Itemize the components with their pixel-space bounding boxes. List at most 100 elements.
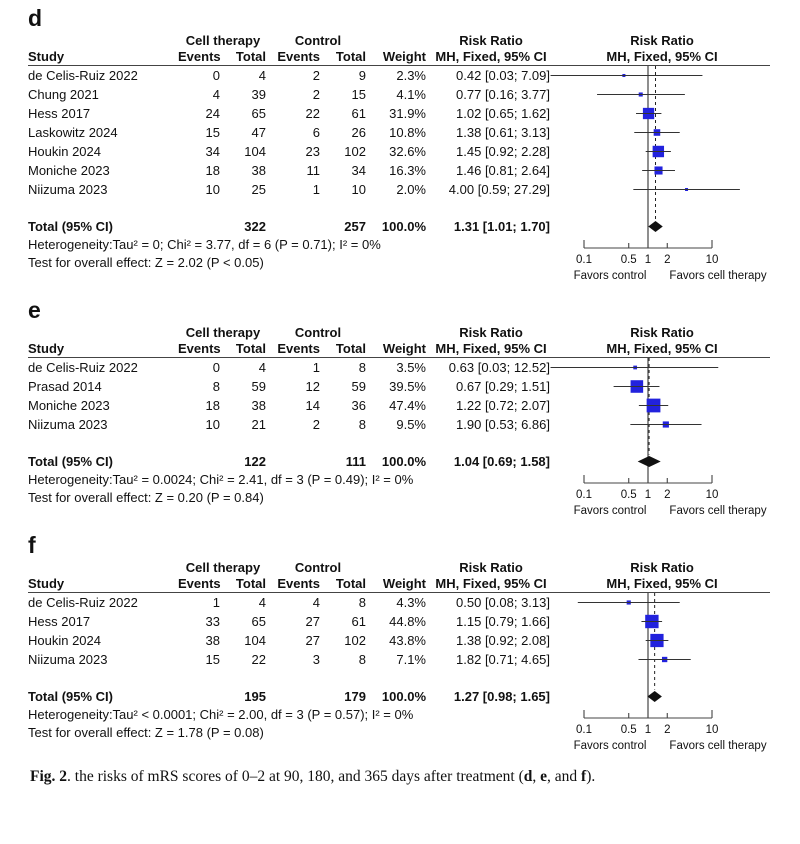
total-control: 61 xyxy=(351,106,366,121)
plot-header-title: Risk Ratio xyxy=(630,33,694,48)
row-gap xyxy=(28,434,554,452)
favors-control-label: Favors control xyxy=(574,740,647,752)
total-n-control: 257 xyxy=(344,219,366,234)
total-control: 26 xyxy=(351,125,366,140)
header-spacer xyxy=(28,325,178,341)
forest-plot-svg: 0.1 0.5 1 2 10 Favors control Favors cell ther… xyxy=(550,358,767,517)
table-row: Laskowitz 2024 15 47 6 26 10.8% 1.38 [0.61; 3.… xyxy=(28,123,554,142)
pooled-diamond xyxy=(637,456,661,467)
total-cell-therapy: 59 xyxy=(251,379,266,394)
events-cell-therapy: 15 xyxy=(205,652,220,667)
favors-cell-therapy-label: Favors cell therapy xyxy=(669,740,766,752)
events-cell-therapy: 34 xyxy=(205,144,220,159)
table-header: Cell therapy Control Risk Ratio Study Events… xyxy=(28,560,554,593)
forest-plot-area: Risk Ratio MH, Fixed, 95% CI 0.1 0.5 1 2 10 Fav… xyxy=(554,560,770,754)
total-cell-therapy: 22 xyxy=(251,652,266,667)
events-control: 11 xyxy=(306,163,321,178)
weight-value: 3.5% xyxy=(396,360,426,375)
weight-value: 16.3% xyxy=(389,163,426,178)
risk-ratio-ci: 1.82 [0.71; 4.65] xyxy=(456,652,550,667)
figure-caption: Fig. 2. the risks of mRS scores of 0–2 a… xyxy=(30,768,800,786)
axis-tick-label: 0.1 xyxy=(576,724,592,736)
pooled-diamond xyxy=(647,691,662,702)
table-row: Prasad 2014 8 59 12 59 39.5% 0.67 [0.29; 1.51] xyxy=(28,377,554,396)
total-cell-therapy: 4 xyxy=(258,68,266,83)
total-n-control: 179 xyxy=(344,689,366,704)
study-marker xyxy=(550,73,703,78)
plot-header-subtitle: MH, Fixed, 95% CI xyxy=(606,576,718,591)
panel-label: f xyxy=(28,532,36,558)
group-header-risk-ratio: Risk Ratio xyxy=(459,33,523,48)
weight-value: 39.5% xyxy=(389,379,426,394)
total-cell-therapy: 4 xyxy=(258,595,266,610)
study-marker xyxy=(613,380,660,393)
axis-tick-label: 1 xyxy=(645,489,651,501)
plot-header-title: Risk Ratio xyxy=(630,560,694,575)
total-control: 8 xyxy=(358,595,366,610)
row-gap xyxy=(28,669,554,687)
events-control: 23 xyxy=(305,144,320,159)
panel-columns: Cell therapy Control Risk Ratio Study Events… xyxy=(28,33,800,284)
study-table: Cell therapy Control Risk Ratio Study Events… xyxy=(28,33,554,284)
study-name: Hess 2017 xyxy=(28,614,91,629)
table-row: Moniche 2023 18 38 14 36 47.4% 1.22 [0.72; 2.0… xyxy=(28,396,554,415)
risk-ratio-ci: 0.67 [0.29; 1.51] xyxy=(456,379,550,394)
x-axis xyxy=(583,475,713,484)
axis-tick-label: 0.5 xyxy=(621,254,637,266)
col-header-events-1: Events xyxy=(178,576,221,591)
panel-label: e xyxy=(28,297,41,323)
table-row: Houkin 2024 34 104 23 102 32.6% 1.45 [0.92; 2.… xyxy=(28,142,554,161)
table-row: Niizuma 2023 10 21 2 8 9.5% 1.90 [0.53; 6.86] xyxy=(28,415,554,434)
caption-bold-segment: d xyxy=(523,768,533,785)
events-control: 2 xyxy=(312,417,320,432)
table-row: Hess 2017 33 65 27 61 44.8% 1.15 [0.79; 1.66] xyxy=(28,612,554,631)
axis-tick-label: 10 xyxy=(706,254,719,266)
group-header-control: Control xyxy=(294,325,342,340)
col-header-events-2: Events xyxy=(277,49,320,64)
pooled-diamond xyxy=(648,221,663,232)
events-control: 1 xyxy=(312,182,320,197)
events-control: 3 xyxy=(312,652,320,667)
events-cell-therapy: 10 xyxy=(205,182,220,197)
total-cell-therapy: 39 xyxy=(251,87,266,102)
total-label: Total (95% CI) xyxy=(28,689,113,704)
table-row: Chung 2021 4 39 2 15 4.1% 0.77 [0.16; 3.77] xyxy=(28,85,554,104)
total-control: 102 xyxy=(344,144,366,159)
risk-ratio-ci: 1.38 [0.61; 3.13] xyxy=(456,125,550,140)
forest-plot-area: Risk Ratio MH, Fixed, 95% CI 0.1 0.5 1 2 10 Fav… xyxy=(550,325,770,519)
total-row: Total (95% CI) 122 111 100.0% 1.04 [0.69; 1.… xyxy=(28,452,554,471)
study-marker xyxy=(638,398,669,413)
events-cell-therapy: 33 xyxy=(205,614,220,629)
favors-control-label: Favors control xyxy=(574,270,647,282)
events-control: 27 xyxy=(305,614,320,629)
forest-panels: d Cell therapy Control Risk Ratio Study Event… xyxy=(28,6,800,754)
favors-cell-therapy-label: Favors cell therapy xyxy=(669,505,766,517)
col-header-weight: Weight xyxy=(382,576,426,591)
study-name: Moniche 2023 xyxy=(28,398,110,413)
total-control: 59 xyxy=(351,379,366,394)
col-header-total-1: Total xyxy=(235,341,266,356)
caption-text-segment: ). xyxy=(586,768,596,785)
risk-ratio-ci: 1.90 [0.53; 6.86] xyxy=(456,417,550,432)
weight-value: 47.4% xyxy=(389,398,426,413)
events-control: 2 xyxy=(312,87,320,102)
total-n-control: 111 xyxy=(345,454,366,469)
total-weight: 100.0% xyxy=(381,454,426,469)
x-axis xyxy=(583,710,713,719)
total-risk-ratio-ci: 1.31 [1.01; 1.70] xyxy=(453,219,550,234)
study-marker xyxy=(550,365,719,370)
total-control: 36 xyxy=(351,398,366,413)
x-axis xyxy=(583,240,713,249)
axis-tick-label: 1 xyxy=(645,254,651,266)
table-header-columns: Study Events Total Events Total Weight MH, Fix… xyxy=(28,576,554,592)
events-cell-therapy: 18 xyxy=(205,163,220,178)
study-marker xyxy=(634,129,680,136)
events-cell-therapy: 18 xyxy=(205,398,220,413)
total-cell-therapy: 65 xyxy=(251,614,266,629)
events-cell-therapy: 0 xyxy=(212,360,220,375)
total-row: Total (95% CI) 322 257 100.0% 1.31 [1.01; 1.… xyxy=(28,217,554,236)
group-header-risk-ratio: Risk Ratio xyxy=(459,325,523,340)
weight-value: 7.1% xyxy=(396,652,426,667)
study-name: Houkin 2024 xyxy=(28,144,101,159)
col-header-events-2: Events xyxy=(277,576,320,591)
